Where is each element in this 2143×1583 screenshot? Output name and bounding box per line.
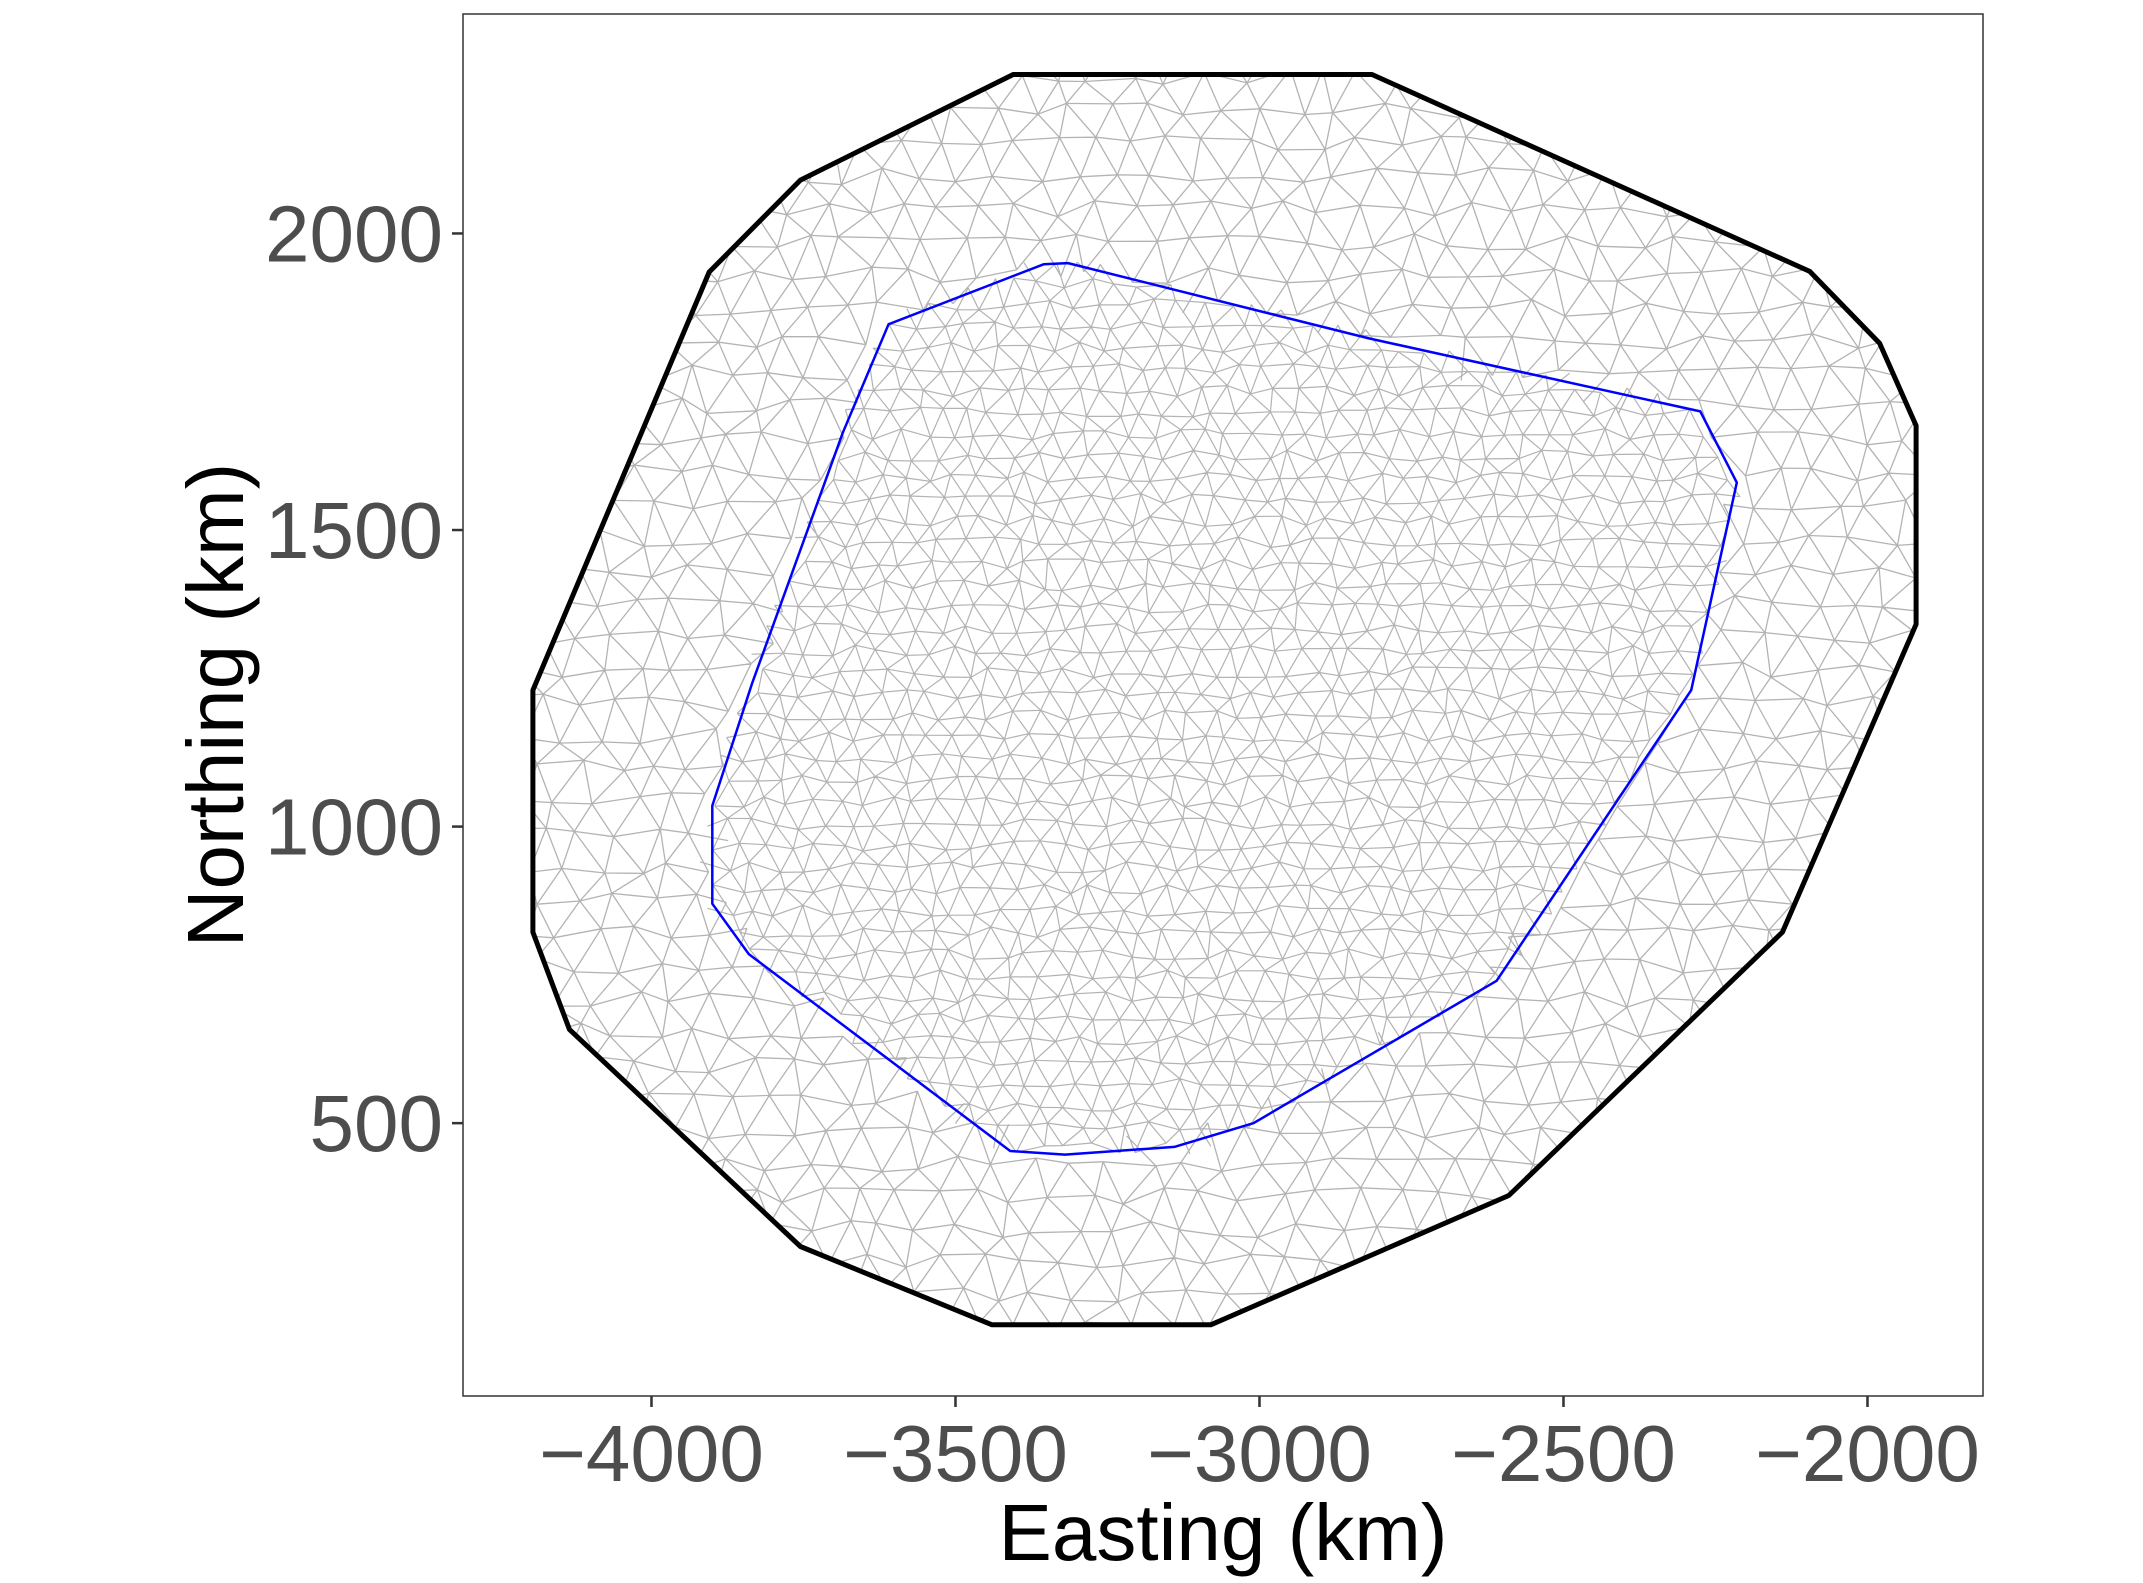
x-tick-label: −3000 [1147,1409,1372,1498]
y-axis-title: Northing (km) [171,463,260,948]
boundary-layer [530,72,1919,1328]
y-tick-label: 500 [310,1079,443,1168]
x-tick-label: −2500 [1451,1409,1676,1498]
y-tick-label: 1500 [265,486,443,575]
x-tick-label: −4000 [539,1409,764,1498]
x-axis: −4000 −3500 −3000 −2500 −2000 [539,1396,1980,1498]
x-tick-label: −2000 [1755,1409,1980,1498]
mesh-edges-inner [699,261,1741,1155]
y-tick-label: 1000 [265,783,443,872]
y-axis: 500 1000 1500 2000 [265,189,463,1168]
outer-boundary-line [530,72,1919,1328]
panel-border [462,13,1984,1397]
y-tick-label: 2000 [265,189,443,278]
x-tick-label: −3500 [843,1409,1068,1498]
inner-boundary-line [711,261,1739,1156]
x-axis-title: Easting (km) [999,1488,1448,1577]
